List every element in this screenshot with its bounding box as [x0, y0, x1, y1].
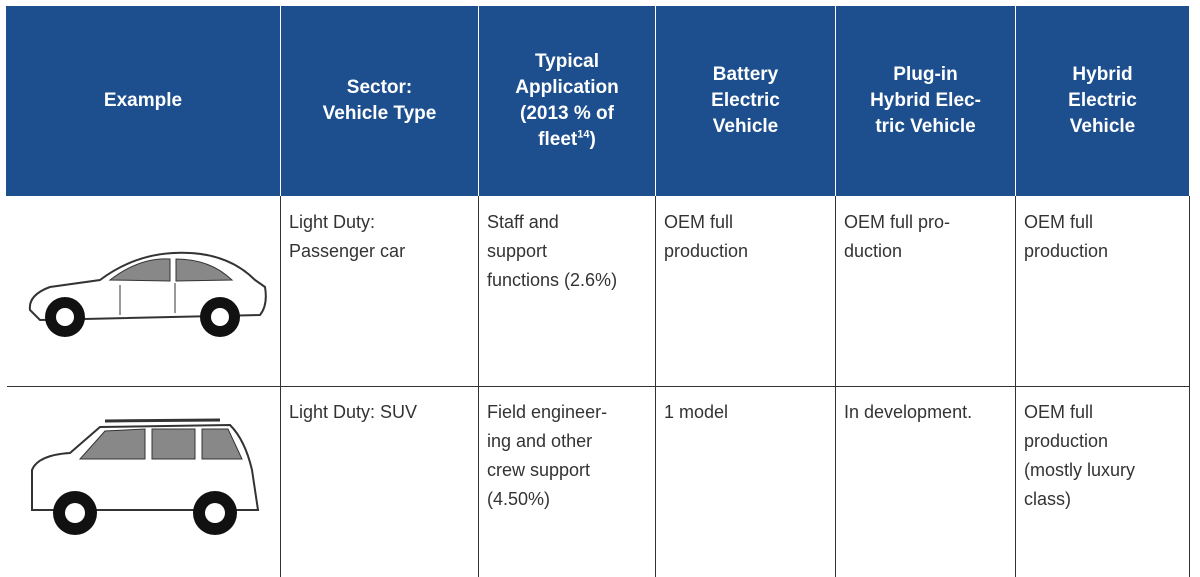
cell-text: production	[1024, 241, 1109, 261]
cell-text: Light Duty: SUV	[289, 402, 418, 422]
header-text: Plug-in	[893, 64, 958, 85]
header-cell: Example	[6, 6, 281, 196]
cell-text: class)	[1024, 489, 1072, 509]
cell-text: 1 model	[664, 402, 729, 422]
header-cell: Battery Electric Vehicle	[656, 6, 836, 196]
cell-text: Light Duty:	[289, 212, 376, 232]
table-cell: Field engineer-ing and other crew support…	[479, 386, 656, 577]
row-divider	[6, 386, 1190, 387]
table-cell: OEM full production (mostly luxury class)	[1016, 386, 1190, 577]
header-text: Hybrid	[1072, 64, 1133, 85]
header-text: tric Vehicle	[875, 116, 976, 137]
table-cell: 1 model	[656, 386, 836, 577]
header-text: Vehicle	[712, 116, 779, 137]
cell-text: crew support	[487, 460, 591, 480]
sedan-image	[28, 251, 267, 337]
header-text: (2013 % of	[520, 103, 614, 124]
cell-text: (mostly luxury	[1024, 460, 1136, 480]
header-cell: Sector: Vehicle Type	[281, 6, 479, 196]
header-text: Battery	[712, 64, 779, 85]
cell-text: production	[664, 241, 749, 261]
table-cell: OEM full production	[656, 196, 836, 386]
cell-text: (4.50%)	[487, 489, 551, 509]
header-text: Example	[103, 90, 183, 111]
table-cell: Light Duty: SUV	[281, 386, 479, 577]
cell-text: In development.	[844, 402, 973, 422]
cell-text: production	[1024, 431, 1109, 451]
table-cell: Staff and support functions (2.6%)	[479, 196, 656, 386]
header-text: Application	[515, 77, 619, 98]
header-text: fleet	[538, 129, 578, 150]
header-text: Sector:	[346, 77, 413, 98]
cell-text: OEM full	[664, 212, 734, 232]
table-cell: In development.	[836, 386, 1016, 577]
header-text: Vehicle Type	[322, 103, 437, 124]
cell-text: duction	[844, 241, 903, 261]
table-cell: OEM full pro-duction	[836, 196, 1016, 386]
header-text: Hybrid Elec-	[870, 90, 981, 111]
header-cell: Hybrid Electric Vehicle	[1016, 6, 1190, 196]
header-text: Vehicle	[1069, 116, 1136, 137]
cell-text: support	[487, 241, 548, 261]
header-text: Electric	[711, 90, 780, 111]
left-border	[6, 196, 7, 577]
cell-text: Staff and	[487, 212, 559, 232]
suv-image	[31, 418, 260, 535]
cell-text: Passenger car	[289, 241, 406, 261]
header-cell: Typical Application (2013 % of fleet14)	[479, 6, 656, 196]
cell-text: OEM full	[1024, 212, 1094, 232]
table-cell: OEM full production	[1016, 196, 1190, 386]
cell-text: functions (2.6%)	[487, 270, 618, 290]
header-text: Electric	[1068, 90, 1137, 111]
cell-text: OEM full pro-	[844, 212, 951, 232]
header-text: )	[589, 129, 596, 150]
cell-text: ing and other	[487, 431, 593, 451]
table-cell: Light Duty: Passenger car	[281, 196, 479, 386]
header-text: Typical	[534, 51, 600, 72]
header-text: fleet14)	[538, 127, 596, 153]
footnote-marker: 14	[577, 128, 590, 141]
cell-text: OEM full	[1024, 402, 1094, 422]
example-divider	[280, 196, 281, 577]
header-cell: Plug-in Hybrid Elec-tric Vehicle	[836, 6, 1016, 196]
cell-text: Field engineer-	[487, 402, 608, 422]
